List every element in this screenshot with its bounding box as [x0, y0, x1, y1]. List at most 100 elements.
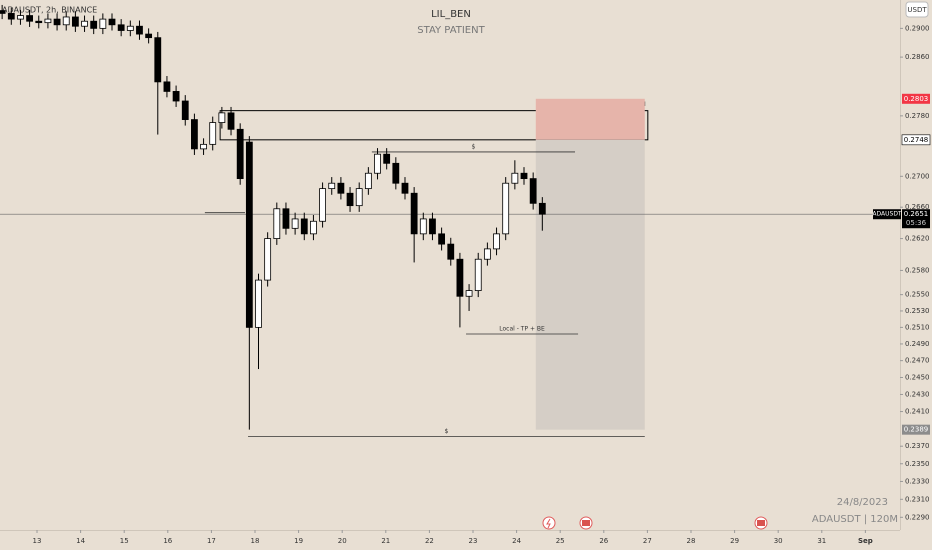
candle-body	[62, 16, 70, 26]
y-tick-label: 0.2430	[905, 390, 930, 398]
candle-body	[264, 238, 272, 281]
candle-body	[282, 208, 290, 229]
event-icon-glyph	[546, 518, 551, 529]
candle-body	[511, 172, 519, 184]
candle-body	[429, 218, 436, 235]
candle-body	[53, 18, 61, 26]
chart-title: LIL_BEN	[431, 9, 471, 20]
y-tick-label: 0.2620	[905, 235, 930, 243]
candle-body	[520, 172, 528, 180]
symbol-tag-label: ADAUSDT	[872, 211, 902, 218]
price-tag	[902, 424, 930, 435]
candle-body	[136, 25, 143, 35]
y-tick-label: 0.2530	[905, 307, 930, 315]
zone	[535, 98, 645, 140]
candle-body	[529, 178, 537, 204]
x-tick-label: 19	[294, 537, 303, 545]
y-tick-label: 0.2780	[905, 112, 930, 120]
candle-body	[538, 202, 546, 215]
x-tick-label: 23	[469, 537, 478, 545]
x-tick-label: 14	[76, 537, 85, 545]
x-tick-label: 15	[120, 537, 129, 545]
candle-body	[90, 20, 98, 29]
candle-body	[209, 122, 217, 145]
candle-body	[273, 208, 281, 239]
x-tick-label: 25	[556, 537, 565, 545]
candle-body	[465, 290, 473, 297]
candle-body	[493, 233, 500, 250]
candle-body	[255, 279, 262, 328]
candle-body	[355, 188, 363, 207]
candle-body	[483, 248, 491, 260]
candle-body	[236, 128, 244, 180]
x-tick-label: 27	[643, 537, 652, 545]
candle-body	[26, 15, 34, 22]
y-tick-label: 0.2290	[905, 513, 930, 521]
price-tag	[901, 134, 931, 146]
level-label: Local - TP + BE	[499, 325, 545, 332]
currency-box[interactable]	[905, 1, 929, 18]
candle-body	[0, 10, 6, 14]
candle-body	[44, 18, 52, 24]
currency: USDT	[907, 6, 927, 14]
y-tick-label: 0.2490	[905, 340, 930, 348]
x-tick-label: 28	[687, 537, 696, 545]
y-tick-label: 0.2510	[905, 323, 930, 331]
level-label: $	[444, 428, 448, 435]
candle-body	[410, 192, 418, 235]
price-tag-label: 0.2803	[904, 95, 929, 103]
candle-body	[191, 119, 198, 150]
last-price-label: 0.2651	[904, 210, 929, 218]
chart-subtitle: STAY PATIENT	[417, 25, 485, 36]
candle-body	[456, 258, 464, 297]
x-tick-label: 22	[425, 537, 434, 545]
candle-body	[328, 182, 336, 190]
price-tag-label: 0.2389	[904, 426, 929, 434]
symbol-tag	[873, 209, 901, 220]
event-icon-glyph	[757, 520, 765, 526]
candle-body	[438, 233, 446, 245]
countdown: 05:36	[906, 219, 927, 227]
candle-body	[172, 91, 180, 102]
event-icon[interactable]	[542, 516, 556, 530]
y-tick-label: 0.2310	[905, 495, 930, 503]
candle-body	[117, 24, 125, 31]
zone	[219, 110, 649, 141]
y-tick-label: 0.2410	[905, 408, 930, 416]
y-tick-label: 0.2470	[905, 357, 930, 365]
candle-body	[502, 182, 510, 235]
candle-body	[17, 15, 24, 20]
candle-body	[126, 25, 134, 31]
candle-body	[218, 112, 226, 123]
x-tick-label: 17	[207, 537, 216, 545]
y-tick-label: 0.2330	[905, 477, 930, 485]
x-tick-label: Sep	[858, 537, 873, 545]
x-tick-label: 31	[817, 537, 826, 545]
last-price-tag	[902, 209, 930, 229]
price-tag-label: 0.2748	[904, 136, 929, 144]
candle-body	[81, 20, 88, 27]
x-tick-label: 29	[730, 537, 739, 545]
candle-body	[319, 188, 326, 222]
candle-body	[245, 141, 253, 328]
candle-body	[337, 182, 345, 194]
candle-body	[200, 143, 207, 150]
y-tick-label: 0.2370	[905, 442, 930, 450]
candle-body	[108, 18, 116, 26]
candle-body	[383, 153, 391, 164]
x-tick-label: 26	[599, 537, 608, 545]
y-tick-label: 0.2580	[905, 266, 930, 274]
event-icons	[542, 516, 768, 530]
y-tick-label: 0.2550	[905, 291, 930, 299]
candle-body	[154, 37, 162, 83]
candles	[0, 4, 546, 430]
candle-body	[35, 20, 43, 24]
candle-body	[310, 220, 317, 235]
event-icon-glyph	[582, 520, 590, 526]
y-tick-label: 0.2860	[905, 53, 930, 61]
candle-body	[163, 81, 171, 92]
y-tick-label: 0.2900	[905, 24, 930, 32]
level-label: $	[472, 143, 476, 150]
